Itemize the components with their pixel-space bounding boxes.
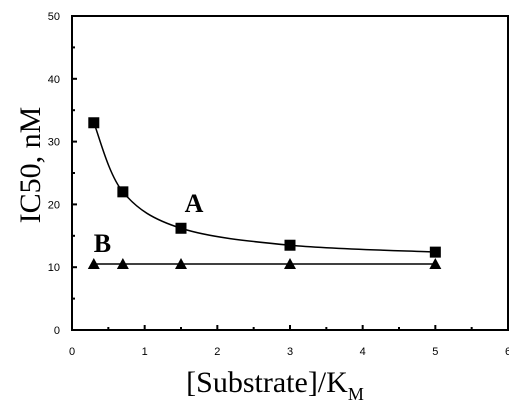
y-tick-label: 40 (48, 74, 60, 86)
series-A-point (429, 246, 441, 258)
y-tick-label: 50 (48, 11, 60, 23)
series-B-point (284, 258, 296, 270)
y-tick-label: 10 (48, 262, 60, 274)
x-axis-title-text: [Substrate]/K (186, 366, 348, 399)
chart-axes (71, 15, 509, 331)
x-axis-title-subscript: M (348, 384, 364, 402)
x-tick-label: 4 (360, 346, 366, 358)
series-labels: AB (94, 189, 204, 258)
series-label-B: B (94, 229, 111, 258)
fit-lines (93, 122, 436, 265)
tick-marks (71, 15, 509, 331)
plot-frame (71, 15, 509, 331)
y-axis-title: IC50, nM (14, 107, 47, 224)
series-A-point (175, 222, 187, 234)
x-tick-label: 1 (142, 346, 148, 358)
series-A-fit-curve (93, 122, 436, 253)
x-tick-label: 3 (287, 346, 293, 358)
series-A-point (117, 186, 129, 198)
y-tick-label: 30 (48, 137, 60, 149)
tick-labels: 0 1 2 3 4 5 6 0 10 20 30 40 50 (48, 11, 509, 358)
x-tick-label: 6 (505, 346, 509, 358)
data-markers (87, 117, 442, 270)
x-tick-label: 2 (214, 346, 220, 358)
series-B-point (175, 258, 187, 270)
series-B-point (87, 258, 100, 270)
series-label-A: A (185, 189, 204, 218)
y-tick-label: 20 (48, 199, 60, 211)
y-tick-label: 0 (54, 325, 60, 337)
x-tick-label: 5 (432, 346, 438, 358)
x-tick-label: 0 (69, 346, 75, 358)
series-B-point (116, 258, 129, 270)
series-B-point (429, 258, 442, 270)
series-A-point (284, 239, 296, 251)
x-axis-title: [Substrate]/KM (186, 366, 364, 402)
axis-titles: [Substrate]/KM IC50, nM (14, 107, 364, 402)
series-A-point (88, 117, 100, 129)
